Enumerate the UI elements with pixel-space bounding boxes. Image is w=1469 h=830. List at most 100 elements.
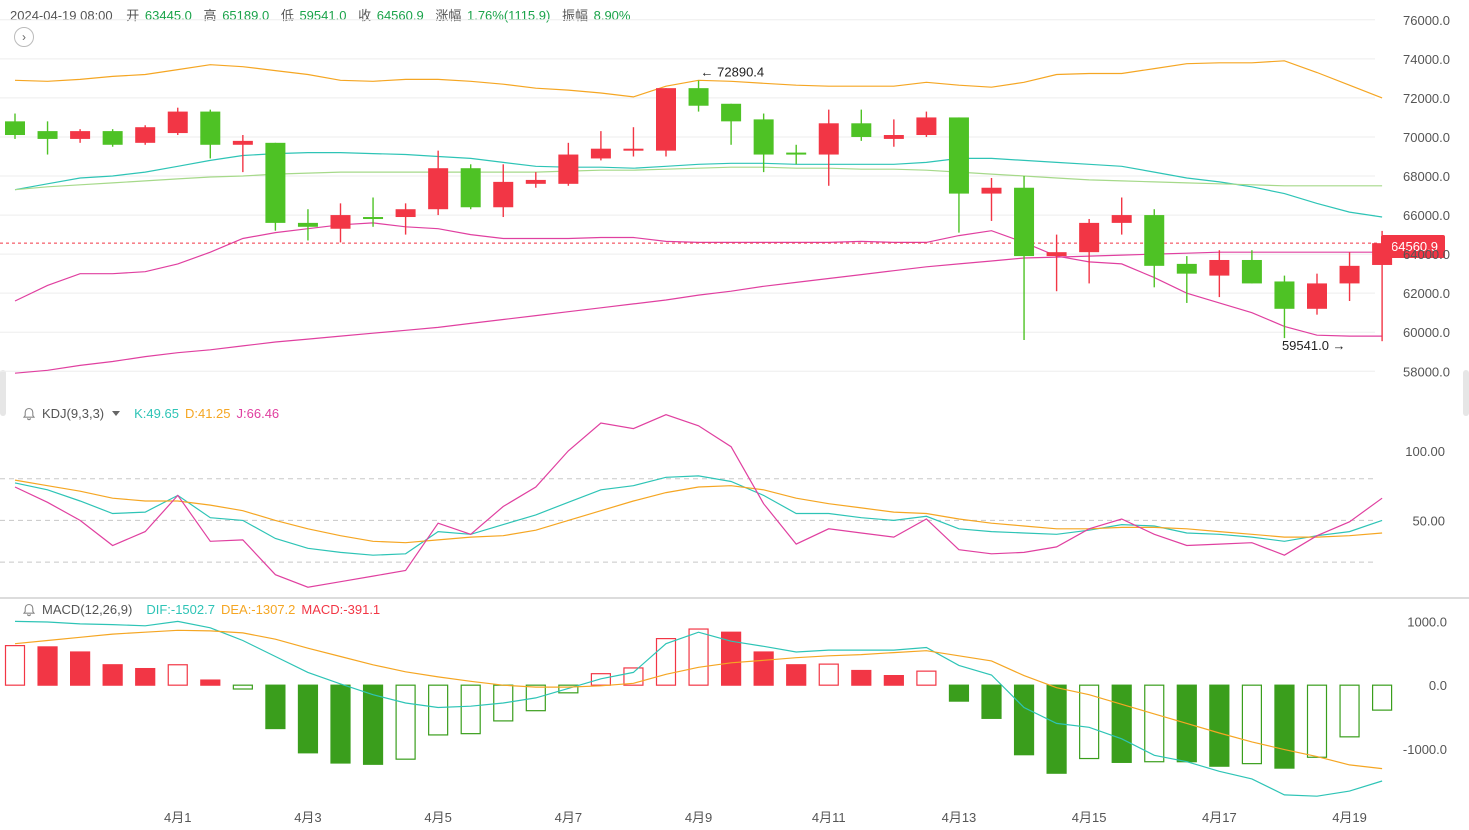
macd-bar-positive bbox=[135, 667, 156, 686]
boll-mid-line bbox=[14, 152, 1383, 218]
boll-lower-line bbox=[14, 222, 1383, 337]
kdj-y-tick: 50.00 bbox=[1412, 513, 1445, 528]
candle-down bbox=[297, 222, 318, 227]
macd-bar-positive bbox=[688, 628, 709, 686]
high-label: 高 bbox=[203, 8, 217, 23]
kdj-dropdown-icon[interactable] bbox=[112, 411, 121, 416]
candle-down bbox=[460, 168, 481, 208]
y-tick-label: 74000.0 bbox=[1403, 52, 1450, 67]
close-label: 收 bbox=[358, 8, 372, 23]
candle-up bbox=[1209, 259, 1230, 276]
candle-up bbox=[590, 148, 611, 159]
right-scroll-handle[interactable] bbox=[1463, 370, 1469, 416]
left-scroll-handle[interactable] bbox=[0, 370, 6, 416]
y-tick-label: 68000.0 bbox=[1403, 169, 1450, 184]
candle-down bbox=[102, 131, 123, 145]
macd-bar-positive bbox=[720, 631, 742, 686]
macd-dea-line bbox=[14, 629, 1383, 770]
open-value: 63445.0 bbox=[144, 8, 192, 23]
macd-bar-positive bbox=[818, 663, 839, 686]
macd-bar-negative bbox=[1371, 684, 1393, 711]
y-tick-label: 76000.0 bbox=[1403, 13, 1450, 28]
macd-bar-positive bbox=[102, 664, 123, 686]
macd-bar-negative bbox=[1013, 684, 1035, 756]
candle-down bbox=[1241, 259, 1262, 284]
macd-bar-negative bbox=[362, 684, 384, 765]
macd-bar-negative bbox=[1339, 684, 1360, 738]
macd-y-tick: -1000.0 bbox=[1403, 742, 1447, 757]
x-tick-label: 4月13 bbox=[942, 810, 977, 825]
macd-bar-positive bbox=[786, 664, 807, 686]
candle-up bbox=[428, 168, 449, 210]
candle-down bbox=[688, 88, 709, 106]
x-tick-label: 4月5 bbox=[424, 810, 451, 825]
candle-down bbox=[721, 103, 742, 122]
macd-bar-positive bbox=[200, 679, 221, 686]
x-tick-label: 4月3 bbox=[294, 810, 321, 825]
current-price-tag: 64560.9 bbox=[1381, 235, 1445, 258]
low-label: 低 bbox=[280, 8, 294, 23]
x-tick-label: 4月19 bbox=[1332, 810, 1367, 825]
candle-down bbox=[851, 123, 872, 137]
macd-bar-negative bbox=[297, 684, 319, 754]
header-datetime: 2024-04-19 08:00 bbox=[10, 8, 113, 23]
macd-bar-positive bbox=[851, 669, 872, 686]
macd-bar-negative bbox=[460, 684, 481, 735]
kdj-k-value: K:49.65 bbox=[134, 406, 179, 421]
candle-down bbox=[265, 142, 286, 223]
macd-bar-negative bbox=[1306, 684, 1328, 758]
candle-down bbox=[363, 217, 384, 220]
macd-bar-positive bbox=[883, 675, 904, 686]
y-tick-label: 66000.0 bbox=[1403, 208, 1450, 223]
y-tick-label: 72000.0 bbox=[1403, 91, 1450, 106]
ohlc-header: 2024-04-19 08:00 开 63445.0 高 65189.0 低 5… bbox=[10, 5, 632, 24]
macd-dif-value: DIF:-1502.7 bbox=[146, 602, 215, 617]
candle-up bbox=[232, 140, 253, 145]
candle-down bbox=[200, 111, 221, 145]
macd-bar-negative bbox=[330, 684, 351, 764]
x-tick-label: 4月15 bbox=[1072, 810, 1107, 825]
macd-bar-positive bbox=[753, 651, 774, 686]
candle-up bbox=[135, 127, 156, 143]
open-label: 开 bbox=[126, 8, 140, 23]
kdj-d-line bbox=[14, 479, 1383, 544]
candle-down bbox=[1274, 281, 1295, 309]
change-value: 1.76%(1115.9) bbox=[466, 8, 551, 23]
candle-down bbox=[1176, 263, 1197, 274]
y-tick-label: 60000.0 bbox=[1403, 325, 1450, 340]
candle-down bbox=[1014, 187, 1035, 257]
macd-bar-negative bbox=[428, 684, 449, 736]
candle-up bbox=[818, 123, 839, 155]
y-tick-label: 62000.0 bbox=[1403, 286, 1450, 301]
kdj-header: KDJ(9,3,3) K:49.65 D:41.25 J:66.46 bbox=[22, 406, 279, 421]
low-value: 59541.0 bbox=[299, 8, 347, 23]
macd-bar-negative bbox=[232, 684, 253, 690]
bell-icon[interactable] bbox=[22, 603, 36, 617]
macd-bar-positive bbox=[623, 667, 644, 686]
candle-up bbox=[493, 181, 514, 208]
kdj-k-line bbox=[14, 475, 1383, 556]
candle-up bbox=[1339, 265, 1360, 284]
amplitude-label: 振幅 bbox=[561, 8, 588, 23]
x-tick-label: 4月11 bbox=[812, 810, 846, 825]
y-tick-label: 58000.0 bbox=[1403, 364, 1450, 379]
x-tick-label: 4月7 bbox=[555, 810, 582, 825]
candle-up bbox=[70, 131, 91, 139]
candle-up bbox=[916, 117, 937, 136]
candle-down bbox=[786, 152, 807, 155]
chevron-right-icon[interactable]: › bbox=[14, 27, 34, 47]
boll-upper-line bbox=[14, 60, 1383, 99]
candle-up bbox=[1307, 283, 1327, 309]
macd-bar-negative bbox=[265, 684, 286, 730]
macd-bar-negative bbox=[1274, 684, 1295, 769]
max-price-annotation: ← 72890.4 bbox=[701, 65, 765, 80]
macd-bar-positive bbox=[69, 651, 91, 686]
candle-down bbox=[5, 121, 25, 136]
macd-bar-negative bbox=[1079, 684, 1100, 760]
bell-icon[interactable] bbox=[22, 407, 36, 421]
candle-up bbox=[395, 209, 416, 218]
candle-up bbox=[656, 88, 676, 151]
kdj-y-tick: 100.00 bbox=[1405, 444, 1445, 459]
macd-header: MACD(12,26,9) DIF:-1502.7 DEA:-1307.2 MA… bbox=[22, 602, 380, 617]
